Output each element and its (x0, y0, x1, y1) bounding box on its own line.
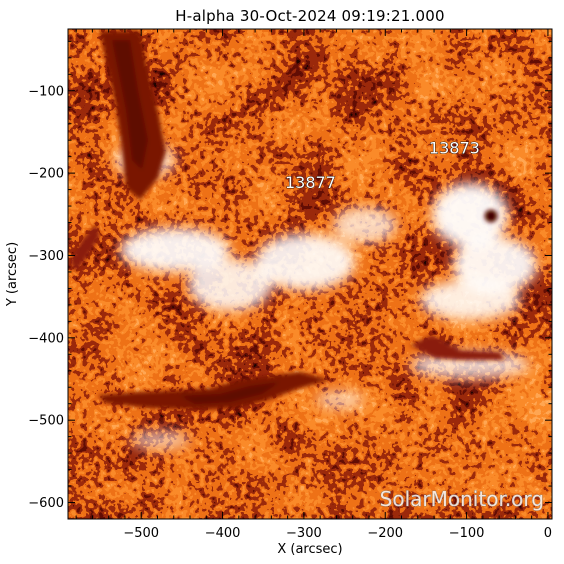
y-axis: −600 −500 −400 −300 −200 −100 (28, 40, 552, 520)
filament (410, 335, 505, 360)
watermark-logo: SolarMonitor.org (380, 487, 544, 511)
x-tick-label: 0 (544, 526, 552, 541)
plage-region (432, 183, 508, 247)
filament (98, 372, 330, 410)
chart-title: H-alpha 30-Oct-2024 09:19:21.000 (175, 7, 444, 25)
active-region-label: 13877 (285, 173, 336, 192)
plage-region (420, 280, 520, 320)
y-tick-label: −600 (28, 496, 64, 511)
plage-region (453, 237, 537, 293)
active-region-labels: 13877 13873 (285, 138, 481, 192)
x-axis: −500 −400 −300 −200 −100 0 (75, 29, 552, 541)
filament (70, 224, 100, 272)
x-tick-label: −300 (286, 526, 322, 541)
plage-region (120, 228, 230, 272)
y-tick-label: −300 (28, 249, 64, 264)
x-tick-label: −100 (449, 526, 485, 541)
sunspot-umbra (488, 213, 494, 219)
plage-region (188, 259, 272, 311)
plage-region (255, 234, 355, 290)
filament-core (180, 382, 280, 404)
x-axis-title: X (arcsec) (277, 542, 342, 557)
y-tick-label: −200 (28, 167, 64, 182)
filaments (70, 31, 505, 410)
plage-region (316, 390, 364, 410)
y-tick-label: −100 (28, 84, 64, 99)
active-region-label: 13873 (429, 138, 480, 157)
y-axis-title: Y (arcsec) (5, 242, 20, 307)
y-tick-label: −400 (28, 331, 64, 346)
x-tick-label: −200 (367, 526, 403, 541)
halpha-image: 13877 13873 SolarMonitor.org (68, 29, 552, 519)
y-tick-label: −500 (28, 414, 64, 429)
filament-core (112, 40, 148, 170)
plot-frame (67, 28, 553, 520)
plage-region (333, 207, 397, 243)
plage-region (130, 430, 190, 450)
x-tick-label: −400 (205, 526, 241, 541)
x-tick-label: −500 (123, 526, 159, 541)
